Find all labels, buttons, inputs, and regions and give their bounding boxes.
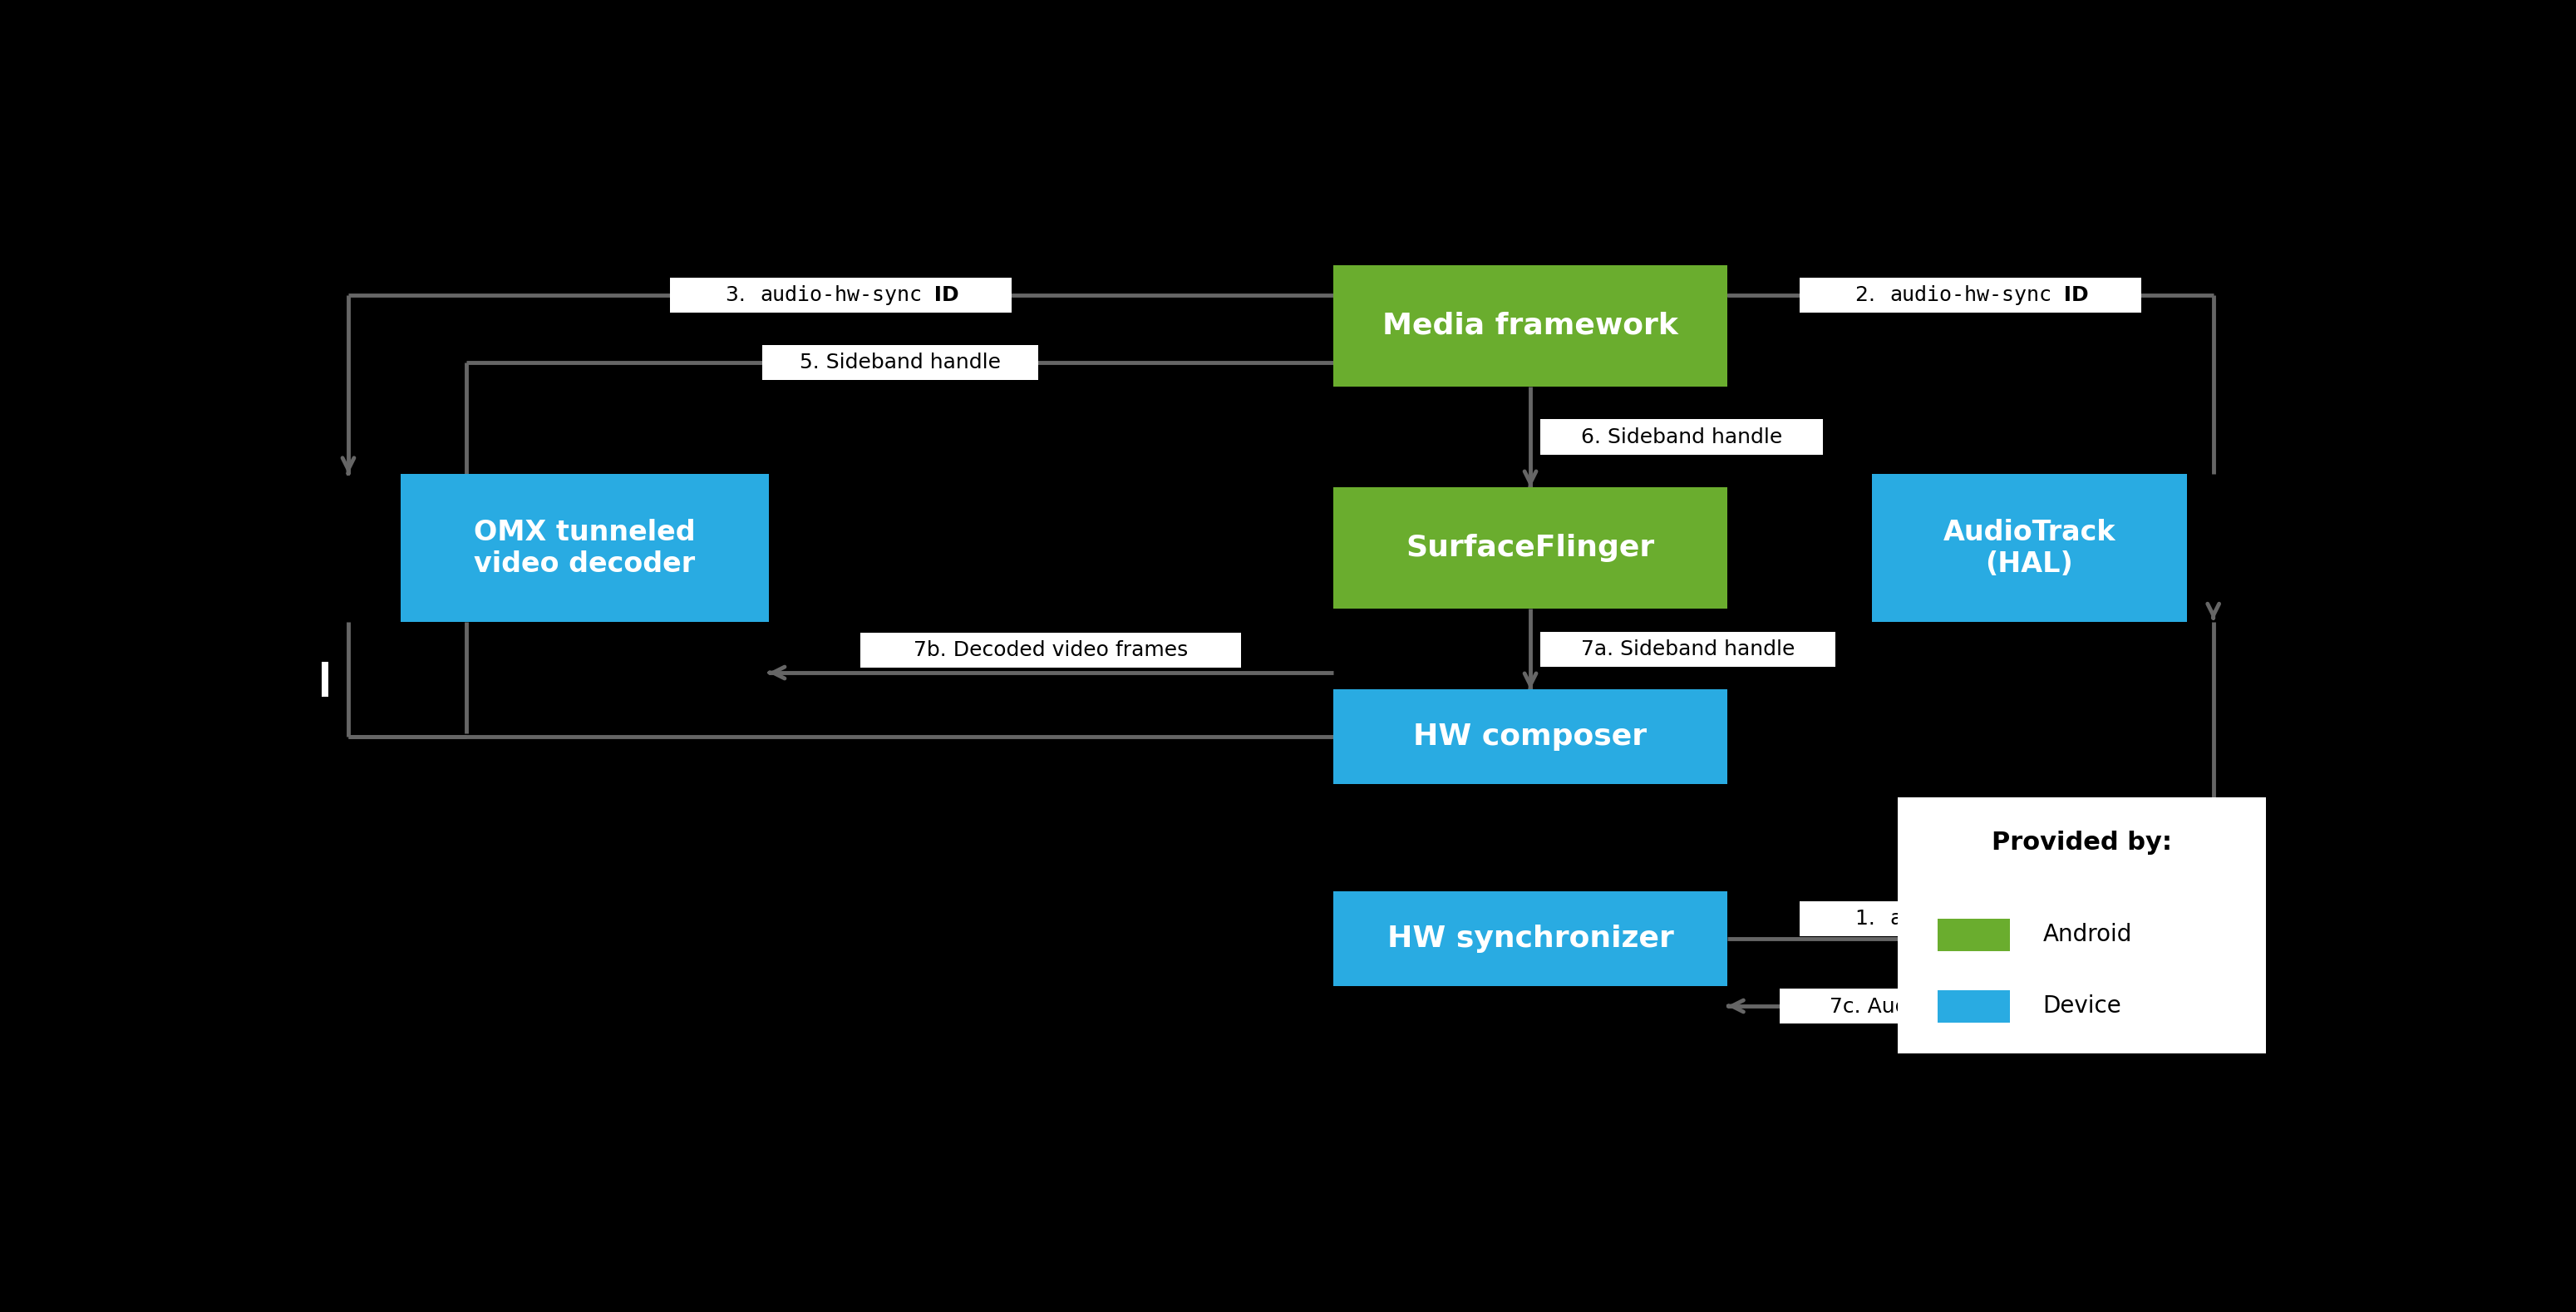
Text: AudioTrack
(HAL): AudioTrack (HAL) xyxy=(1942,518,2115,577)
FancyBboxPatch shape xyxy=(670,278,1012,314)
Text: 7c. Audio (decoded or raw): 7c. Audio (decoded or raw) xyxy=(1829,996,2112,1015)
Text: SurfaceFlinger: SurfaceFlinger xyxy=(1406,534,1654,563)
Text: Media framework: Media framework xyxy=(1383,312,1677,340)
FancyBboxPatch shape xyxy=(1540,631,1837,666)
FancyBboxPatch shape xyxy=(1937,918,2009,951)
FancyBboxPatch shape xyxy=(1334,892,1728,985)
Text: 6. Sideband handle: 6. Sideband handle xyxy=(1582,426,1783,447)
Text: ID: ID xyxy=(2056,286,2089,306)
Text: 2.: 2. xyxy=(1855,286,1883,306)
Text: 7a. Sideband handle: 7a. Sideband handle xyxy=(1582,639,1795,659)
Text: 7b. Decoded video frames: 7b. Decoded video frames xyxy=(914,640,1188,660)
Text: 4. Sideband handle: 4. Sideband handle xyxy=(95,669,299,689)
FancyBboxPatch shape xyxy=(762,345,1038,380)
FancyBboxPatch shape xyxy=(402,474,768,622)
Text: 1.: 1. xyxy=(1855,908,1883,929)
Text: ID: ID xyxy=(927,286,958,306)
FancyBboxPatch shape xyxy=(1334,265,1728,387)
Text: ID: ID xyxy=(2056,908,2089,929)
Text: audio-hw-sync: audio-hw-sync xyxy=(760,286,922,306)
Text: HW composer: HW composer xyxy=(1414,723,1646,750)
Text: 3.: 3. xyxy=(726,286,752,306)
FancyBboxPatch shape xyxy=(1780,988,2161,1023)
FancyBboxPatch shape xyxy=(1899,798,2267,1054)
Text: Android: Android xyxy=(2043,924,2133,946)
Text: audio-hw-sync: audio-hw-sync xyxy=(1888,286,2050,306)
FancyBboxPatch shape xyxy=(1540,420,1824,454)
Text: HW synchronizer: HW synchronizer xyxy=(1386,925,1674,953)
FancyBboxPatch shape xyxy=(1334,690,1728,783)
Text: Provided by:: Provided by: xyxy=(1991,830,2172,855)
Text: Device: Device xyxy=(2043,994,2123,1018)
FancyBboxPatch shape xyxy=(1801,278,2141,314)
FancyBboxPatch shape xyxy=(1801,901,2141,935)
FancyBboxPatch shape xyxy=(1334,488,1728,609)
FancyBboxPatch shape xyxy=(1873,474,2187,622)
FancyBboxPatch shape xyxy=(67,661,330,697)
Text: 5. Sideband handle: 5. Sideband handle xyxy=(799,353,999,373)
Text: OMX tunneled
video decoder: OMX tunneled video decoder xyxy=(474,518,696,577)
FancyBboxPatch shape xyxy=(1937,991,2009,1022)
FancyBboxPatch shape xyxy=(860,632,1242,668)
Text: audio-hw-sync: audio-hw-sync xyxy=(1888,908,2050,929)
